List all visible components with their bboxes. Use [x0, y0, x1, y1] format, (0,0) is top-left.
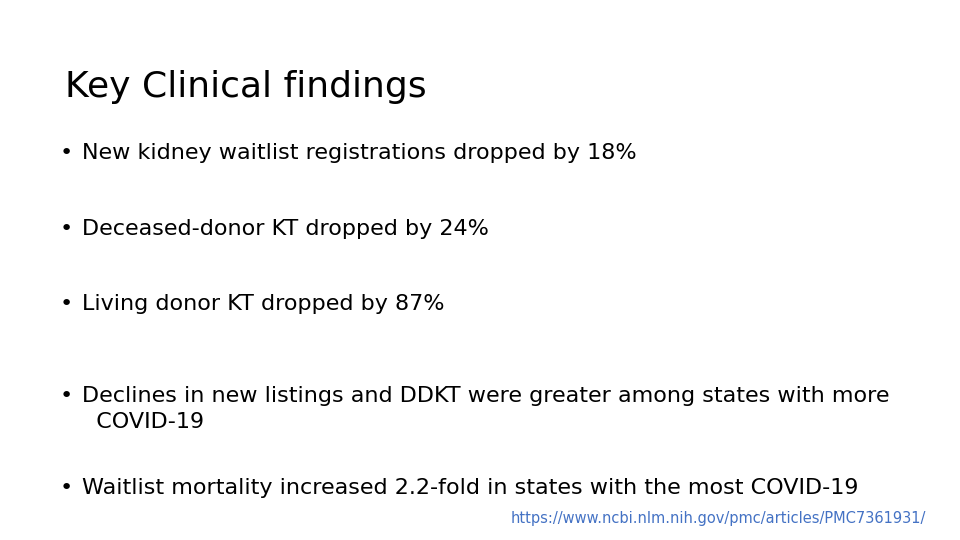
Text: •: • [60, 294, 73, 314]
Text: New kidney waitlist registrations dropped by 18%: New kidney waitlist registrations droppe… [82, 143, 636, 163]
Text: •: • [60, 478, 73, 498]
Text: Waitlist mortality increased 2.2-fold in states with the most COVID-19: Waitlist mortality increased 2.2-fold in… [82, 478, 858, 498]
Text: •: • [60, 143, 73, 163]
Text: Living donor KT dropped by 87%: Living donor KT dropped by 87% [82, 294, 444, 314]
Text: •: • [60, 219, 73, 239]
Text: Declines in new listings and DDKT were greater among states with more
  COVID-19: Declines in new listings and DDKT were g… [82, 386, 889, 433]
Text: https://www.ncbi.nlm.nih.gov/pmc/articles/PMC7361931/: https://www.ncbi.nlm.nih.gov/pmc/article… [511, 511, 926, 526]
Text: Deceased-donor KT dropped by 24%: Deceased-donor KT dropped by 24% [82, 219, 489, 239]
Text: Key Clinical findings: Key Clinical findings [65, 70, 427, 104]
Text: •: • [60, 386, 73, 406]
